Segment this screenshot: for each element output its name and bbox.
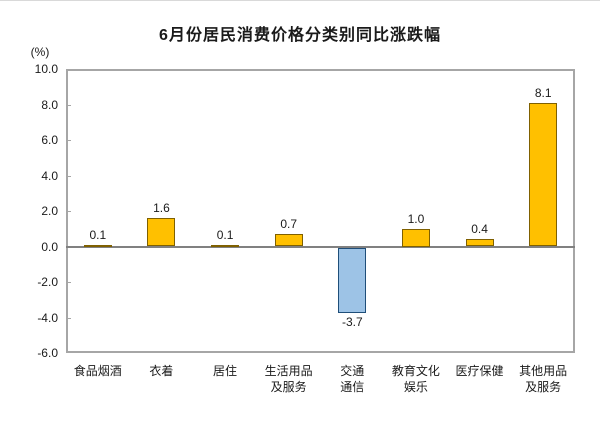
zero-axis-line: [66, 245, 575, 248]
bar-value-label: 1.6: [153, 201, 170, 216]
plot-area: [66, 69, 575, 353]
y-axis-tick-mark: [66, 104, 71, 106]
bar-value-label: 8.1: [534, 85, 552, 100]
bar-1: [147, 218, 176, 247]
y-axis-tick-mark: [66, 282, 71, 283]
bar-7: [529, 102, 558, 247]
bar-0: [83, 244, 112, 247]
x-axis-label: 食品烟酒: [73, 364, 122, 378]
x-axis-label: 居住: [213, 364, 238, 378]
y-axis-tick-label: 4.0: [41, 168, 58, 183]
y-axis-tick-label: -4.0: [37, 310, 58, 325]
y-axis-tick-label: 10.0: [34, 62, 58, 76]
y-axis-tick-label: 0.0: [41, 239, 58, 254]
bar-4: [338, 247, 367, 314]
y-axis-tick-mark: [66, 317, 71, 319]
y-axis-tick-label: 2.0: [41, 204, 58, 218]
bar-value-label: 1.0: [407, 211, 425, 226]
bar-value-label: 0.1: [216, 227, 234, 242]
bar-6: [465, 239, 494, 247]
bar-value-label: 0.7: [280, 217, 298, 232]
bar-value-label: -3.7: [341, 315, 363, 330]
x-axis-label: 衣着: [149, 364, 174, 378]
y-axis-tick-mark: [66, 211, 71, 212]
x-axis-label: 交通 通信: [340, 364, 365, 394]
x-axis-label: 医疗保健: [455, 364, 504, 378]
bar-2: [211, 244, 240, 247]
x-axis-label: 生活用品 及服务: [264, 364, 313, 394]
y-axis-tick-label: -2.0: [37, 275, 58, 289]
bar-5: [401, 228, 430, 247]
bar-value-label: 0.1: [89, 227, 107, 242]
y-axis-tick-label: 8.0: [41, 97, 58, 112]
y-axis-tick-label: -6.0: [37, 346, 58, 360]
bar-value-label: 0.4: [471, 222, 488, 237]
y-axis-unit-label: (%): [30, 45, 50, 59]
chart-title: 6月份居民消费价格分类别同比涨跌幅: [159, 27, 441, 44]
y-axis-tick-mark: [66, 175, 71, 177]
bar-3: [274, 234, 303, 247]
y-axis-tick-label: 6.0: [41, 133, 58, 147]
x-axis-label: 其他用品 及服务: [519, 364, 568, 394]
y-axis-tick-mark: [66, 140, 71, 141]
x-axis-label: 教育文化 娱乐: [391, 364, 440, 394]
